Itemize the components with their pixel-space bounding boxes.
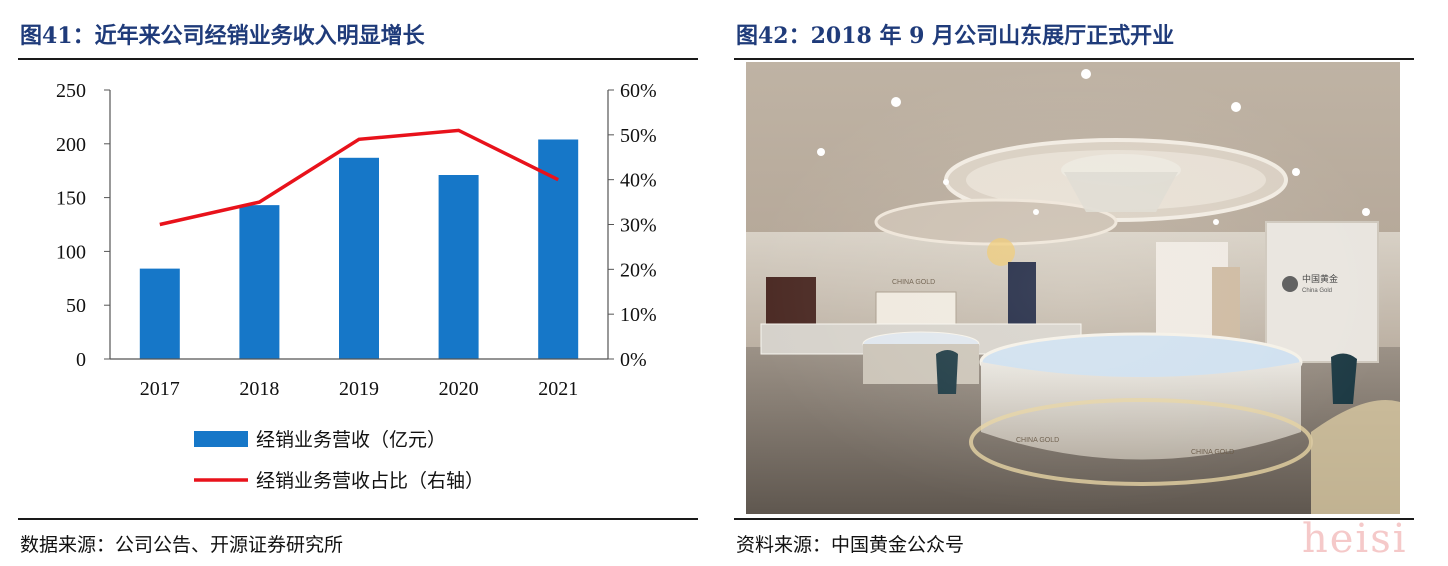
left-source-rule bbox=[18, 518, 698, 520]
bar-series bbox=[139, 139, 579, 359]
x-tick-label: 2017 bbox=[140, 378, 180, 400]
legend-line-label: 经销业务营收占比（右轴） bbox=[256, 470, 484, 492]
left-tick-label: 150 bbox=[56, 188, 86, 210]
x-tick-label: 2018 bbox=[239, 378, 279, 400]
left-tick-label: 250 bbox=[56, 80, 86, 102]
left-tick-label: 100 bbox=[56, 241, 86, 263]
legend-bar-label: 经销业务营收（亿元） bbox=[256, 429, 446, 451]
watermark: heisi bbox=[1302, 516, 1408, 562]
right-source-rule bbox=[734, 518, 1414, 520]
left-tick-label: 0 bbox=[76, 349, 86, 371]
right-tick-label: 30% bbox=[620, 215, 657, 237]
left-title-rule bbox=[18, 58, 698, 60]
right-tick-label: 10% bbox=[620, 304, 657, 326]
left-axis: 0 50 100 150 200 250 bbox=[56, 80, 110, 371]
legend-bar-swatch bbox=[194, 431, 248, 447]
x-tick-label: 2020 bbox=[439, 378, 479, 400]
showroom-photo: CHINA GOLD 中国黄金 China Gold CHINA GOLD CH… bbox=[746, 62, 1400, 514]
x-axis-labels: 2017 2018 2019 2020 2021 bbox=[140, 378, 578, 400]
bar-2020 bbox=[438, 175, 479, 359]
right-figure-title: 图42：2018 年 9 月公司山东展厅正式开业 bbox=[736, 23, 1175, 49]
left-tick-label: 200 bbox=[56, 134, 86, 156]
right-figure-source: 资料来源：中国黄金公众号 bbox=[736, 534, 965, 556]
right-tick-label: 40% bbox=[620, 170, 657, 192]
left-figure-title: 图41：近年来公司经销业务收入明显增长 bbox=[20, 23, 425, 49]
axes-lines bbox=[109, 90, 609, 360]
x-tick-label: 2021 bbox=[538, 378, 578, 400]
x-tick-label: 2019 bbox=[339, 378, 379, 400]
right-tick-label: 20% bbox=[620, 259, 657, 281]
bar-2021 bbox=[538, 139, 579, 359]
ratio-line bbox=[159, 128, 559, 227]
right-tick-label: 60% bbox=[620, 80, 657, 102]
revenue-chart: 0 50 100 150 200 250 0% 10% 20% 30% 40% 50% 60% 201… bbox=[56, 80, 657, 492]
right-title-rule bbox=[734, 58, 1414, 60]
bar-2017 bbox=[139, 268, 180, 359]
left-figure-source: 数据来源：公司公告、开源证券研究所 bbox=[20, 534, 344, 556]
right-axis: 0% 10% 20% 30% 40% 50% 60% bbox=[608, 80, 657, 371]
bar-2018 bbox=[239, 205, 280, 359]
legend: 经销业务营收（亿元） 经销业务营收占比（右轴） bbox=[194, 429, 484, 492]
bar-2019 bbox=[339, 157, 379, 359]
right-tick-label: 50% bbox=[620, 125, 657, 147]
left-tick-label: 50 bbox=[66, 295, 86, 317]
right-tick-label: 0% bbox=[620, 349, 647, 371]
